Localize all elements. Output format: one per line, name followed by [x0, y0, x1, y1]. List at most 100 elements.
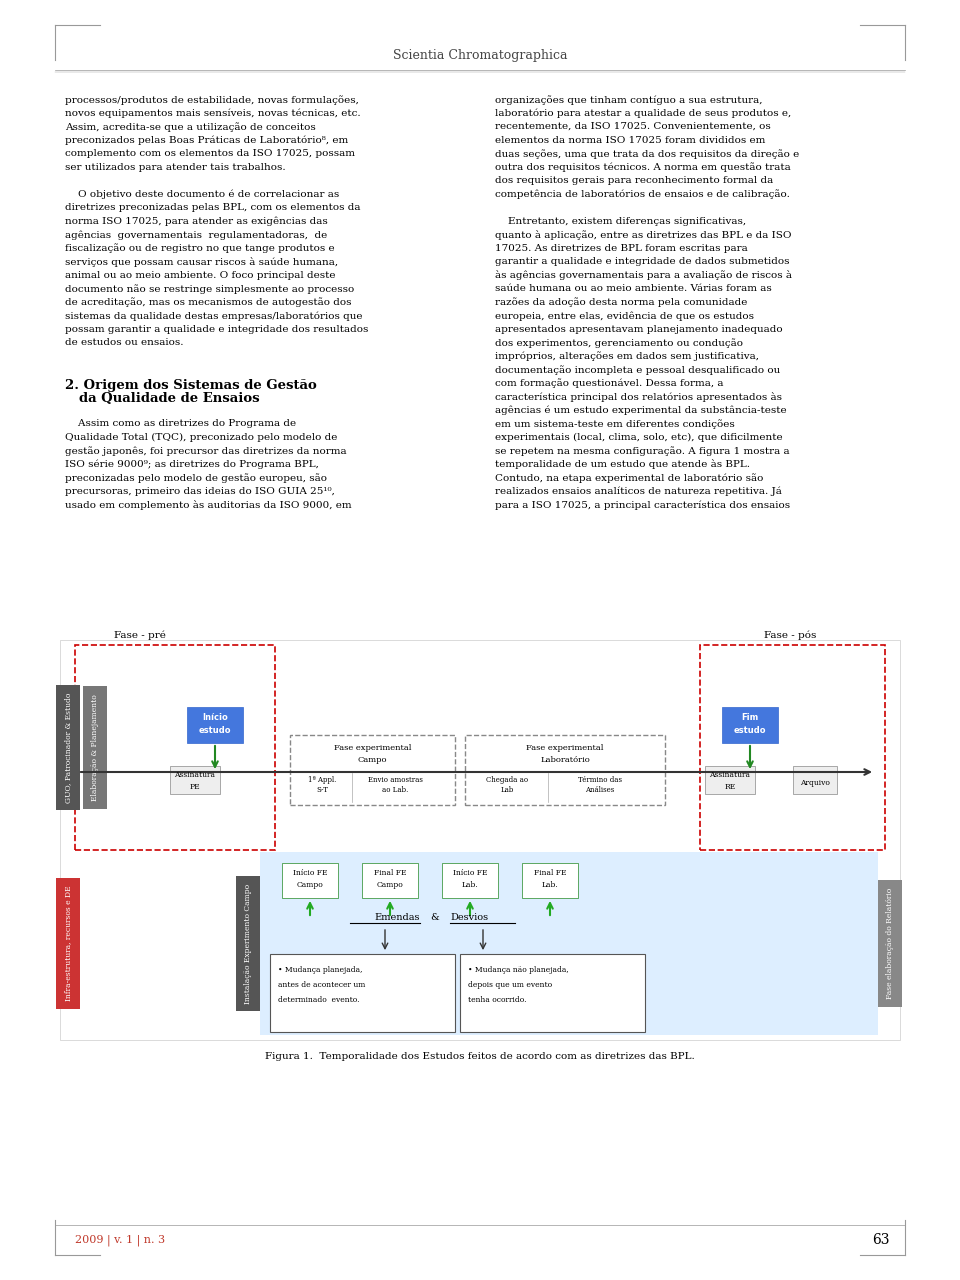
- Text: duas seções, uma que trata da dos requisitos da direção e: duas seções, uma que trata da dos requis…: [495, 148, 800, 159]
- FancyBboxPatch shape: [705, 765, 755, 794]
- Text: agências  governamentais  regulamentadoras,  de: agências governamentais regulamentadoras…: [65, 230, 327, 239]
- FancyBboxPatch shape: [270, 954, 455, 1032]
- Text: experimentais (local, clima, solo, etc), que dificilmente: experimentais (local, clima, solo, etc),…: [495, 433, 782, 442]
- Text: em um sistema-teste em diferentes condições: em um sistema-teste em diferentes condiç…: [495, 419, 734, 429]
- Text: Arquivo: Arquivo: [800, 780, 830, 787]
- FancyBboxPatch shape: [442, 863, 498, 899]
- Text: GUO, Patrocinador & Estudo: GUO, Patrocinador & Estudo: [64, 692, 72, 803]
- Text: serviços que possam causar riscos à saúde humana,: serviços que possam causar riscos à saúd…: [65, 257, 338, 266]
- Text: se repetem na mesma configuração. A figura 1 mostra a: se repetem na mesma configuração. A figu…: [495, 445, 790, 456]
- Text: Campo: Campo: [358, 756, 387, 764]
- Text: Fase elaboração do Relatório: Fase elaboração do Relatório: [886, 888, 894, 1000]
- Text: novos equipamentos mais sensíveis, novas técnicas, etc.: novos equipamentos mais sensíveis, novas…: [65, 109, 361, 118]
- Text: PE: PE: [190, 783, 201, 791]
- Text: depois que um evento: depois que um evento: [468, 980, 552, 989]
- Text: dos experimentos, gerenciamento ou condução: dos experimentos, gerenciamento ou condu…: [495, 338, 743, 348]
- Text: animal ou ao meio ambiente. O foco principal deste: animal ou ao meio ambiente. O foco princ…: [65, 270, 335, 279]
- Text: Fase experimental: Fase experimental: [526, 744, 604, 753]
- Text: ser utilizados para atender tais trabalhos.: ser utilizados para atender tais trabalh…: [65, 163, 286, 172]
- Text: Qualidade Total (TQC), preconizado pelo modelo de: Qualidade Total (TQC), preconizado pelo …: [65, 433, 337, 442]
- Text: apresentados apresentavam planejamento inadequado: apresentados apresentavam planejamento i…: [495, 325, 782, 334]
- Text: tenha ocorrido.: tenha ocorrido.: [468, 996, 526, 1004]
- Text: fiscalização ou de registro no que tange produtos e: fiscalização ou de registro no que tange…: [65, 243, 335, 253]
- Text: preconizadas pelo modelo de gestão europeu, são: preconizadas pelo modelo de gestão europ…: [65, 474, 327, 483]
- Text: Campo: Campo: [297, 881, 324, 890]
- FancyBboxPatch shape: [75, 645, 275, 850]
- Text: ISO série 9000⁹; as diretrizes do Programa BPL,: ISO série 9000⁹; as diretrizes do Progra…: [65, 460, 319, 468]
- Text: Assinatura: Assinatura: [175, 771, 215, 780]
- Text: S-T: S-T: [316, 786, 328, 794]
- Text: Lab: Lab: [500, 786, 514, 794]
- Text: 2009 | v. 1 | n. 3: 2009 | v. 1 | n. 3: [75, 1234, 165, 1245]
- Text: razões da adoção desta norma pela comunidade: razões da adoção desta norma pela comuni…: [495, 297, 748, 307]
- Text: 17025. As diretrizes de BPL foram escritas para: 17025. As diretrizes de BPL foram escrit…: [495, 243, 748, 252]
- Text: Final FE: Final FE: [373, 869, 406, 877]
- Text: RE: RE: [725, 783, 735, 791]
- Text: Fim: Fim: [741, 713, 758, 722]
- Text: ao Lab.: ao Lab.: [382, 786, 408, 794]
- Text: • Mudança planejada,: • Mudança planejada,: [278, 966, 363, 974]
- Text: Chegada ao: Chegada ao: [486, 776, 528, 783]
- Text: elementos da norma ISO 17025 foram divididos em: elementos da norma ISO 17025 foram divid…: [495, 136, 765, 145]
- Text: Início FE: Início FE: [293, 869, 327, 877]
- Text: 1ª Appl.: 1ª Appl.: [308, 776, 336, 783]
- Text: Início: Início: [203, 713, 228, 722]
- Text: Assim, acredita-se que a utilização de conceitos: Assim, acredita-se que a utilização de c…: [65, 122, 316, 132]
- Text: recentemente, da ISO 17025. Convenientemente, os: recentemente, da ISO 17025. Convenientem…: [495, 122, 771, 131]
- Text: gestão japonês, foi precursor das diretrizes da norma: gestão japonês, foi precursor das diretr…: [65, 445, 347, 456]
- Text: impróprios, alterações em dados sem justificativa,: impróprios, alterações em dados sem just…: [495, 352, 759, 361]
- Text: 63: 63: [873, 1233, 890, 1247]
- Text: Término das: Término das: [578, 776, 622, 783]
- Text: usado em complemento às auditorias da ISO 9000, em: usado em complemento às auditorias da IS…: [65, 500, 351, 509]
- FancyBboxPatch shape: [700, 645, 885, 850]
- Text: estudo: estudo: [199, 726, 231, 735]
- Text: Contudo, na etapa experimental de laboratório são: Contudo, na etapa experimental de labora…: [495, 474, 763, 483]
- FancyBboxPatch shape: [170, 765, 220, 794]
- Text: sistemas da qualidade destas empresas/laboratórios que: sistemas da qualidade destas empresas/la…: [65, 311, 363, 320]
- Text: agências é um estudo experimental da substância-teste: agências é um estudo experimental da sub…: [495, 406, 786, 415]
- Text: da Qualidade de Ensaios: da Qualidade de Ensaios: [79, 392, 259, 404]
- Text: Scientia Chromatographica: Scientia Chromatographica: [393, 49, 567, 61]
- FancyBboxPatch shape: [290, 735, 455, 805]
- Text: realizados ensaios analíticos de natureza repetitiva. Já: realizados ensaios analíticos de naturez…: [495, 486, 781, 497]
- Text: Infra-estrutura, recursos e DE: Infra-estrutura, recursos e DE: [64, 886, 72, 1001]
- FancyBboxPatch shape: [60, 640, 900, 1039]
- Text: Assinatura: Assinatura: [709, 771, 751, 780]
- FancyBboxPatch shape: [282, 863, 338, 899]
- FancyBboxPatch shape: [465, 735, 665, 805]
- FancyBboxPatch shape: [260, 852, 878, 1036]
- Text: documento não se restringe simplesmente ao processo: documento não se restringe simplesmente …: [65, 284, 354, 294]
- FancyBboxPatch shape: [362, 863, 418, 899]
- Text: às agências governamentais para a avaliação de riscos à: às agências governamentais para a avalia…: [495, 270, 792, 280]
- Text: Instalação Experimento Campo: Instalação Experimento Campo: [244, 883, 252, 1004]
- Text: norma ISO 17025, para atender as exigências das: norma ISO 17025, para atender as exigênc…: [65, 216, 327, 227]
- FancyBboxPatch shape: [722, 707, 778, 742]
- Text: competência de laboratórios de ensaios e de calibração.: competência de laboratórios de ensaios e…: [495, 189, 790, 200]
- Text: &: &: [431, 913, 440, 922]
- Text: Elaboração & Planejamento: Elaboração & Planejamento: [91, 694, 99, 801]
- Text: quanto à aplicação, entre as diretrizes das BPL e da ISO: quanto à aplicação, entre as diretrizes …: [495, 230, 791, 239]
- Text: Início FE: Início FE: [453, 869, 488, 877]
- Text: dos requisitos gerais para reconhecimento formal da: dos requisitos gerais para reconheciment…: [495, 177, 773, 186]
- Text: complemento com os elementos da ISO 17025, possam: complemento com os elementos da ISO 1702…: [65, 148, 355, 157]
- Text: processos/produtos de estabilidade, novas formulações,: processos/produtos de estabilidade, nova…: [65, 95, 359, 105]
- Text: Final FE: Final FE: [534, 869, 566, 877]
- Text: Lab.: Lab.: [462, 881, 478, 890]
- Text: outra dos requisitos técnicos. A norma em questão trata: outra dos requisitos técnicos. A norma e…: [495, 163, 791, 173]
- FancyBboxPatch shape: [187, 707, 243, 742]
- Text: Figura 1.  Temporalidade dos Estudos feitos de acordo com as diretrizes das BPL.: Figura 1. Temporalidade dos Estudos feit…: [265, 1052, 695, 1061]
- Text: laboratório para atestar a qualidade de seus produtos e,: laboratório para atestar a qualidade de …: [495, 109, 791, 118]
- Text: saúde humana ou ao meio ambiente. Várias foram as: saúde humana ou ao meio ambiente. Várias…: [495, 284, 772, 293]
- Text: precursoras, primeiro das ideias do ISO GUIA 25¹⁰,: precursoras, primeiro das ideias do ISO …: [65, 486, 335, 495]
- Text: documentação incompleta e pessoal desqualificado ou: documentação incompleta e pessoal desqua…: [495, 365, 780, 375]
- Text: Fase experimental: Fase experimental: [334, 744, 411, 753]
- Text: 2. Origem dos Sistemas de Gestão: 2. Origem dos Sistemas de Gestão: [65, 379, 317, 392]
- FancyBboxPatch shape: [460, 954, 645, 1032]
- Text: diretrizes preconizadas pelas BPL, com os elementos da: diretrizes preconizadas pelas BPL, com o…: [65, 204, 361, 212]
- FancyBboxPatch shape: [793, 765, 837, 794]
- Text: característica principal dos relatórios apresentados às: característica principal dos relatórios …: [495, 392, 782, 402]
- Text: Fase - pré: Fase - pré: [114, 631, 166, 640]
- Text: O objetivo deste documento é de correlacionar as: O objetivo deste documento é de correlac…: [65, 189, 339, 198]
- FancyBboxPatch shape: [522, 863, 578, 899]
- Text: estudo: estudo: [733, 726, 766, 735]
